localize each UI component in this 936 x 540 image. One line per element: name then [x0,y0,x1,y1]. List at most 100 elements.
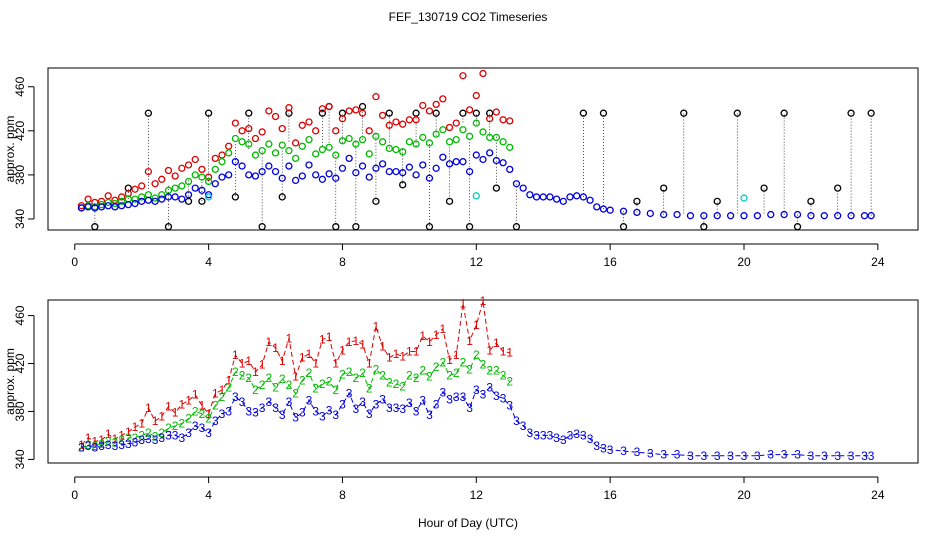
top-series-1-point [77,202,86,210]
top-series-2-point [459,126,467,134]
top-series-3-point [124,201,132,209]
top-series-2-point [372,132,380,140]
bottom-series-2-marker: 2 [272,380,279,394]
bottom-series-3-marker: 3 [152,433,159,447]
top-series-1-point [492,108,501,116]
top-series-0-point [258,223,266,231]
top-series-3-point [673,210,681,219]
bottom-series-3-marker: 3 [600,442,607,456]
top-series-3-point [532,193,541,201]
bottom-series-2-marker: 2 [212,398,219,412]
bottom-series-2-marker: 2 [332,383,339,397]
bottom-series-1-marker: 1 [158,409,165,423]
bottom-series-2-marker: 2 [306,366,313,380]
bottom-series-3-marker: 3 [687,449,694,463]
top-series-2-point [231,134,240,143]
bottom-series-3-marker: 3 [540,428,547,442]
top-series-2-point [305,135,313,144]
top-series-3-point [338,164,347,172]
top-series-2-point [425,139,434,147]
bottom-series-2-marker: 2 [192,404,199,418]
top-series-1-point [378,111,387,120]
top-series-3-point [144,196,153,204]
bottom-series-1-marker: 1 [232,348,239,362]
top-series-2-point [378,138,387,146]
top-series-2-point [138,193,146,201]
bottom-series-1-marker: 1 [252,365,259,379]
bottom-series-1-marker: 1 [406,345,413,359]
top-series-3-point [104,202,112,210]
bottom-series-3-marker: 3 [821,449,828,463]
top-series-1-point [251,134,260,143]
top-series-3-point [586,196,594,204]
top-series-3-point [298,172,306,180]
bottom-series-3-marker: 3 [580,428,587,442]
bottom-series-3-marker: 3 [332,408,339,422]
top-series-3-point [633,208,641,217]
top-series-3-point [225,171,233,179]
top-series-1-point [358,109,367,117]
top-series-1-point [144,167,153,176]
top-series-3-point [245,171,253,179]
bottom-series-1-marker: 1 [266,335,273,349]
bottom-series-1-marker: 1 [125,425,132,439]
top-series-0-point [385,109,393,117]
top-series-3-point [780,210,788,219]
top-series-3-point [465,167,474,176]
top-series-3-point [305,161,313,169]
top-series-3-point [660,210,668,219]
bottom-series-2-marker: 2 [172,419,179,433]
top-series-3-point [807,212,815,220]
top-series-0-point [512,223,521,231]
top-series-2-point [265,140,273,148]
bottom-series-3-marker: 3 [373,397,380,411]
top-series-3-point [184,191,193,199]
top-series-0-point [465,223,474,231]
top-series-3-point [686,212,695,220]
bottom-series-2-marker: 2 [92,439,99,453]
top-series-0-point [713,197,721,205]
bottom-plot-frame [47,299,919,464]
top-series-0-point [807,197,815,205]
top-series-1-point [158,175,166,183]
top-series-0-point [472,109,480,117]
bottom-series-1-marker: 1 [245,354,252,368]
bottom-series-2-marker: 2 [500,369,507,383]
top-series-1-point [171,172,179,180]
top-series-3-point [606,206,614,214]
bottom-series-1-marker: 1 [419,329,426,343]
top-series-2-point [365,150,373,158]
top-series-2-point [472,119,480,127]
bottom-series-1-marker: 1 [92,434,99,448]
bottom-series-1-marker: 1 [433,328,440,342]
bottom-series-2-marker: 2 [266,371,273,385]
top-series-2-point [291,154,300,163]
bottom-series-3-marker: 3 [794,448,801,462]
top-series-1-point [298,121,306,129]
bottom-series-2-marker: 2 [286,378,293,392]
bottom-series-1-marker: 1 [466,334,473,348]
top-series-3-point [358,162,367,170]
bottom-series-3-marker: 3 [701,449,708,463]
bottom-series-3-marker: 3 [440,385,447,399]
top-series-2-point [198,173,206,181]
bottom-series-2-marker: 2 [312,382,319,396]
bottom-y-tick-label: 340 [13,449,27,469]
bottom-series-1-marker: 1 [132,420,139,434]
bottom-series-3-marker: 3 [118,438,125,452]
bottom-x-tick-label: 24 [871,488,885,502]
bottom-series-1-marker: 1 [145,401,152,415]
top-y-tick-label: 380 [13,165,27,185]
top-series-3-point [847,212,855,220]
top-series-0-point [834,184,842,192]
bottom-series-2-marker: 2 [145,426,152,440]
top-series-3-point [278,174,286,182]
top-series-2-point [325,143,333,151]
bottom-series-1-marker: 1 [393,347,400,361]
bottom-series-3-marker: 3 [453,390,460,404]
top-series-1-point [486,115,494,123]
top-series-0-point [700,223,708,231]
top-series-1-point [499,116,507,124]
bottom-series-3-marker: 3 [460,390,467,404]
top-series-3-point [439,153,447,161]
